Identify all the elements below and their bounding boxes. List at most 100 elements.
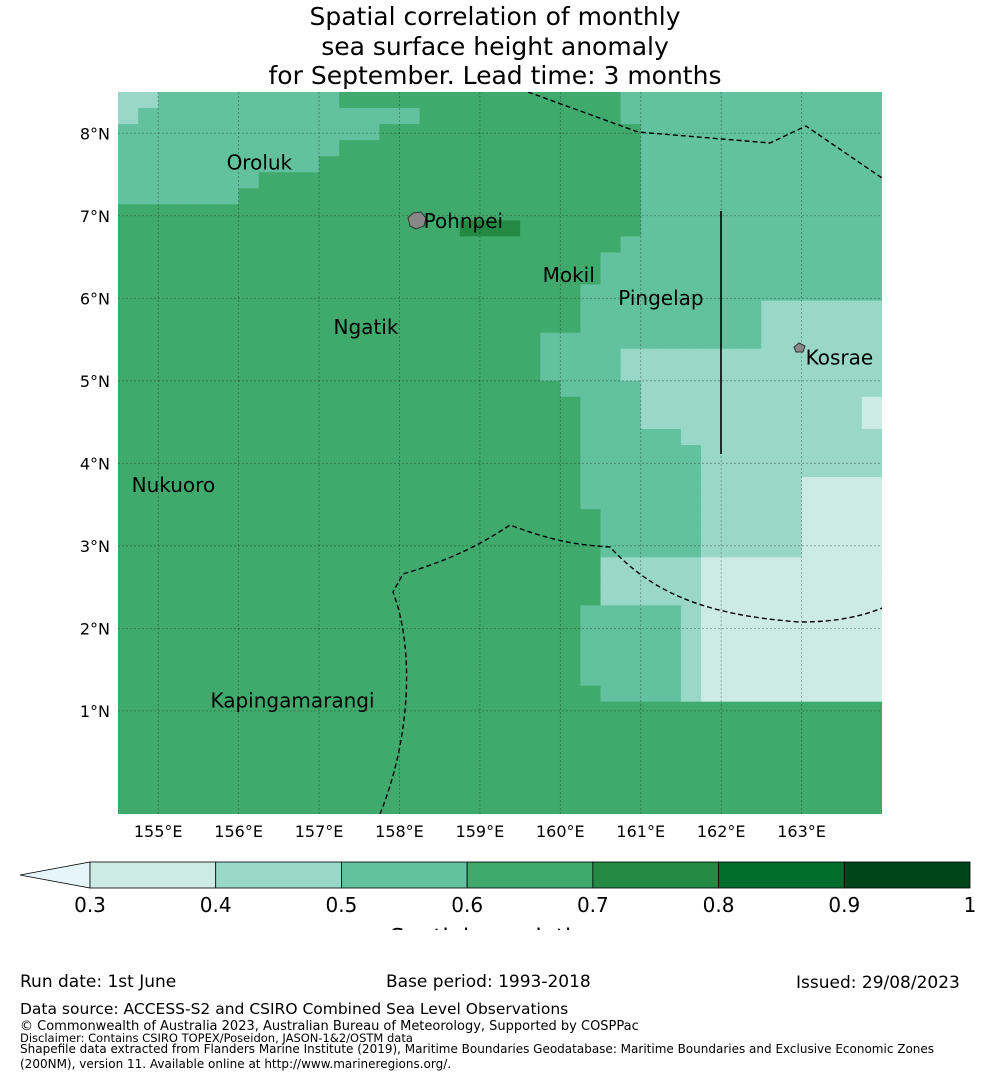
grid-cell — [600, 444, 622, 462]
grid-cell — [399, 541, 421, 558]
grid-cell — [660, 380, 682, 398]
grid-cell — [781, 749, 803, 767]
grid-cell — [258, 428, 280, 446]
grid-cell — [479, 140, 501, 157]
grid-cell — [379, 300, 401, 318]
grid-cell — [560, 621, 582, 639]
grid-cell — [721, 252, 742, 270]
grid-cell — [419, 461, 441, 478]
grid-cell — [278, 669, 300, 687]
grid-cell — [238, 477, 260, 494]
grid-cell — [198, 573, 220, 590]
grid-cell — [680, 477, 702, 494]
grid-cell — [861, 749, 882, 767]
grid-cell — [640, 300, 662, 318]
grid-cell — [781, 717, 803, 735]
grid-cell — [298, 637, 320, 655]
grid-cell — [821, 412, 843, 430]
grid-cell — [359, 108, 380, 125]
grid-cell — [560, 589, 582, 607]
grid-cell — [238, 124, 260, 141]
grid-cell — [680, 541, 702, 558]
grid-cell — [198, 92, 220, 109]
grid-cell — [580, 605, 602, 623]
grid-cell — [238, 332, 260, 350]
grid-cell — [560, 797, 582, 814]
grid-cell — [379, 124, 401, 141]
grid-cell — [540, 781, 561, 799]
grid-cell — [399, 428, 421, 446]
grid-cell — [459, 685, 481, 703]
grid-cell — [620, 461, 642, 478]
grid-cell — [500, 332, 521, 350]
grid-cell — [701, 733, 722, 751]
grid-cell — [500, 92, 521, 109]
grid-cell — [500, 541, 521, 558]
grid-cell — [339, 685, 360, 703]
grid-cell — [158, 461, 179, 478]
grid-cell — [118, 348, 139, 366]
grid-cell — [781, 380, 803, 398]
grid-cell — [861, 92, 882, 109]
grid-cell — [841, 348, 863, 366]
grid-cell — [721, 621, 742, 639]
grid-cell — [198, 108, 220, 125]
grid-cell — [680, 124, 702, 141]
grid-cell — [459, 461, 481, 478]
grid-cell — [620, 220, 642, 237]
grid-cell — [238, 509, 260, 526]
grid-cell — [379, 685, 401, 703]
grid-cell — [540, 797, 561, 814]
grid-cell — [238, 284, 260, 302]
grid-cell — [640, 444, 662, 462]
grid-cell — [500, 733, 521, 751]
grid-cell — [680, 525, 702, 542]
grid-cell — [500, 637, 521, 655]
grid-cell — [319, 172, 340, 189]
grid-cell — [198, 124, 220, 141]
grid-cell — [821, 140, 843, 157]
grid-cell — [479, 252, 501, 270]
run-date: Run date: 1st June — [20, 972, 177, 992]
grid-cell — [600, 396, 622, 414]
grid-cell — [198, 477, 220, 494]
grid-cell — [500, 172, 521, 189]
grid-cell — [761, 525, 783, 542]
grid-cell — [600, 461, 622, 478]
grid-cell — [620, 653, 642, 671]
colorbar-tick-label: 1 — [964, 893, 977, 917]
grid-cell — [540, 701, 561, 719]
grid-cell — [258, 380, 280, 398]
grid-cell — [439, 204, 461, 221]
grid-cell — [861, 348, 882, 366]
grid-cell — [479, 621, 501, 639]
lat-tick-label: 6°N — [80, 289, 110, 308]
grid-cell — [218, 252, 240, 270]
grid-cell — [761, 140, 783, 157]
grid-cell — [721, 541, 742, 558]
grid-cell — [258, 653, 280, 671]
grid-cell — [459, 444, 481, 462]
grid-cell — [158, 380, 179, 398]
grid-cell — [319, 204, 340, 221]
grid-cell — [841, 717, 863, 735]
grid-cell — [198, 268, 220, 286]
grid-cell — [600, 284, 622, 302]
grid-cell — [741, 717, 762, 735]
grid-cell — [540, 236, 561, 254]
grid-cell — [861, 797, 882, 814]
grid-cell — [439, 717, 461, 735]
grid-cell — [600, 124, 622, 141]
grid-cell — [459, 749, 481, 767]
grid-cell — [278, 557, 300, 574]
grid-cell — [359, 461, 380, 478]
grid-cell — [761, 669, 783, 687]
grid-cell — [500, 124, 521, 141]
kosrae-island — [793, 342, 806, 353]
grid-cell — [660, 701, 682, 719]
grid-cell — [439, 428, 461, 446]
grid-cell — [801, 284, 823, 302]
grid-cell — [761, 605, 783, 623]
grid-cell — [841, 477, 863, 494]
grid-cell — [359, 204, 380, 221]
